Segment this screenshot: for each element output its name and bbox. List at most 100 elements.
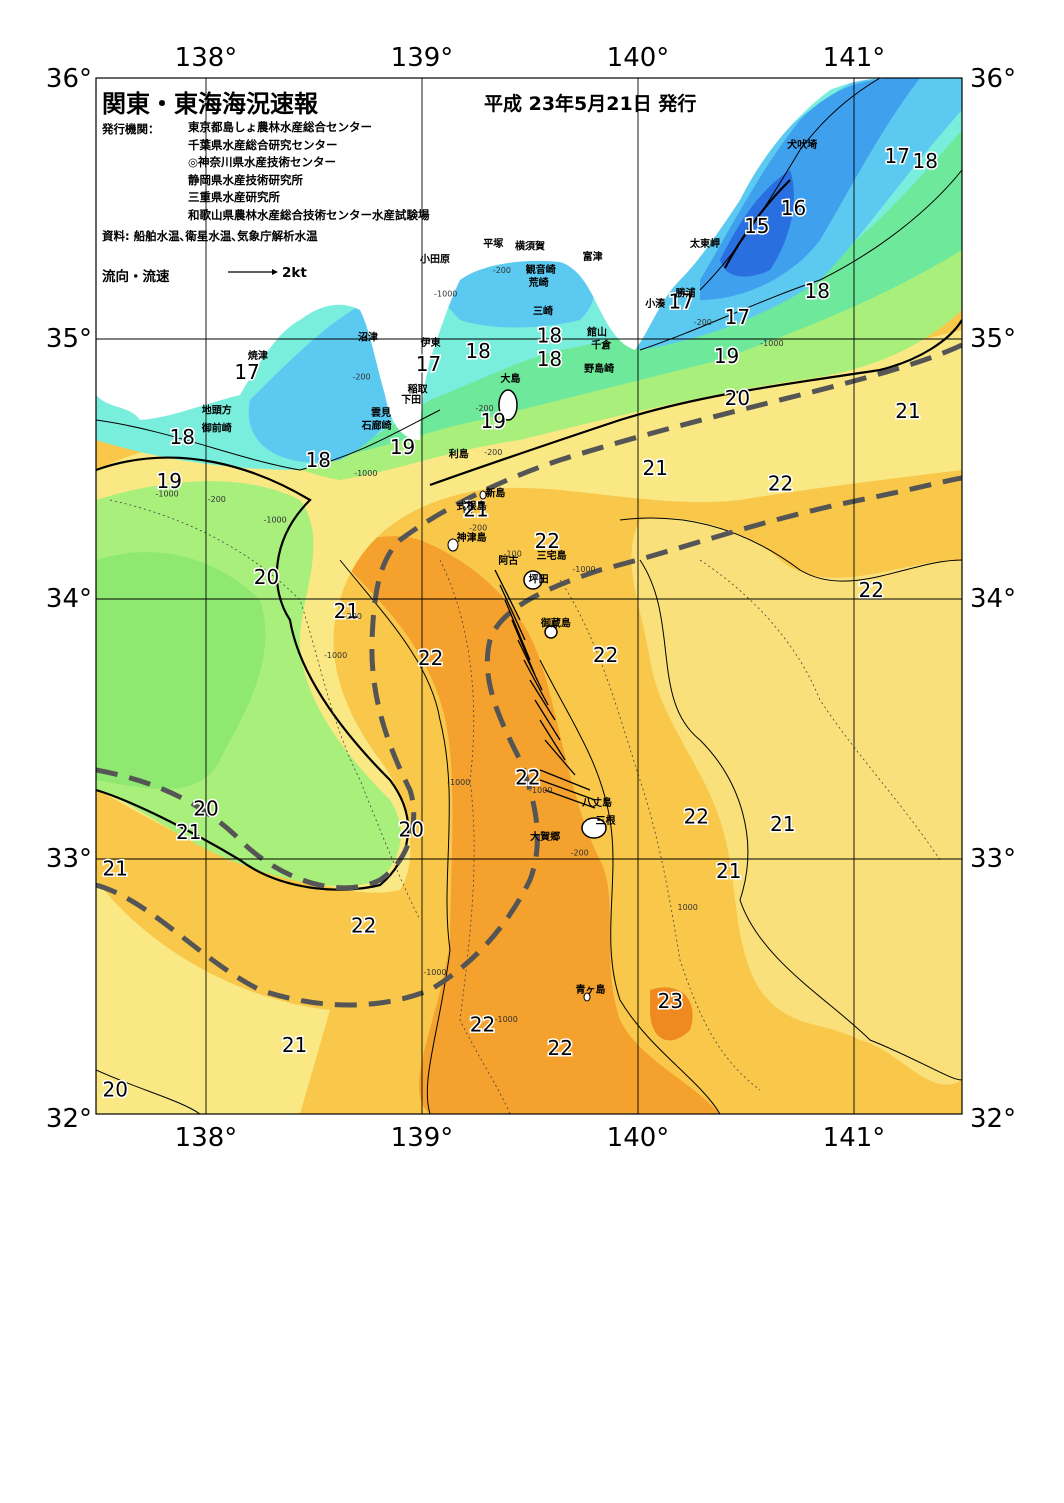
isotherm-label: 17 [416, 352, 441, 376]
place-label: 三根 [596, 814, 616, 827]
isotherm-label: 21 [643, 456, 668, 480]
isotherm-label: 18 [537, 323, 562, 347]
depth-label: -1000 [760, 339, 783, 348]
depth-label: -200 [571, 848, 589, 857]
isotherm-label: 22 [418, 646, 443, 670]
flow-legend-arrowhead [272, 269, 278, 275]
island-aogashima [583, 992, 591, 1002]
isotherm-label: 20 [398, 817, 423, 841]
longitude-labels-top: 138° 139° 140° 141° [175, 43, 886, 73]
isotherm-label: 18 [170, 425, 195, 449]
isotherm-label: 21 [176, 820, 201, 844]
isotherm-20-west [96, 456, 410, 891]
latitude-label: 33° [46, 844, 92, 874]
place-label: 雲見 [371, 407, 391, 419]
map-frame [95, 77, 963, 1115]
isotherm-label: 18 [537, 347, 562, 371]
flow-legend-label: 流向・流速 [102, 269, 170, 285]
depth-label: -200 [208, 495, 226, 504]
longitude-label: 138° [175, 1123, 238, 1153]
isotherm-label: 21 [770, 812, 795, 836]
island-toshima [479, 490, 487, 500]
isotherm-label: 19 [481, 409, 506, 433]
latitude-label: 36° [970, 64, 1016, 94]
isotherm-label: 18 [306, 448, 331, 472]
place-label: 荒崎 [528, 276, 549, 289]
isotherm-label: 20 [254, 565, 279, 589]
depth-contour-1000-west [109, 499, 421, 921]
place-label: 小湊 [644, 297, 666, 310]
isotherm-label: 22 [351, 914, 376, 938]
latitude-labels-left: 36° 35° 34° 33° 32° [46, 64, 92, 1134]
place-label: 犬吠埼 [787, 138, 817, 151]
graticule [96, 78, 962, 1114]
place-label: 石廊崎 [361, 419, 392, 432]
latitude-label: 32° [46, 1104, 92, 1134]
place-label: 稲取 [408, 383, 429, 396]
isotherm-label: 21 [334, 599, 359, 623]
place-label: 式根島 [457, 500, 487, 513]
isotherm-21-east [639, 559, 962, 1081]
isotherm-label: 22 [535, 529, 560, 553]
depth-label: -1000 [423, 968, 446, 977]
kuroshio-front-south [96, 475, 962, 1008]
latitude-labels-right: 36° 35° 34° 33° 32° [970, 64, 1016, 1134]
isotherm-20-south [96, 1069, 201, 1114]
place-label: 野島崎 [584, 362, 614, 375]
depth-label: -1000 [155, 490, 178, 499]
map-title: 関東・東海海況速報 [102, 90, 318, 118]
isotherm-label: 19 [390, 435, 415, 459]
place-label: 千倉 [591, 338, 612, 351]
publisher-label: 発行機関： [102, 122, 160, 136]
place-label: 館山 [586, 325, 607, 338]
island-miyakejima [523, 570, 543, 590]
isotherm-label: 22 [684, 804, 709, 828]
latitude-label: 35° [46, 324, 92, 354]
place-label: 三崎 [533, 305, 553, 318]
publisher-item: ◎神奈川県水産技術センター [188, 155, 337, 169]
zone-23-core [340, 536, 720, 1114]
place-label: 御前崎 [201, 422, 232, 435]
isotherm-label: 22 [548, 1036, 573, 1060]
place-label: 八丈島 [581, 796, 612, 809]
longitude-label: 139° [391, 1123, 454, 1153]
longitude-label: 138° [175, 43, 238, 73]
isotherm-label: 21 [716, 859, 741, 883]
latitude-label: 34° [970, 584, 1016, 614]
isotherm-label: 22 [768, 472, 793, 496]
place-label: 横須賀 [515, 240, 545, 253]
isotherm-18-east [639, 169, 962, 351]
place-label: 利島 [449, 448, 469, 461]
place-label: 平塚 [483, 237, 503, 250]
depth-label: -1000 [263, 516, 286, 525]
latitude-label: 34° [46, 584, 92, 614]
depth-label: -200 [493, 266, 511, 275]
isotherm-22-west [339, 559, 451, 1114]
isotherm-15 [724, 179, 791, 269]
flow-arrows [494, 569, 596, 809]
depth-label: -200 [694, 318, 712, 327]
depth-label: -1000 [434, 289, 457, 298]
isotherm-label: 17 [725, 305, 750, 329]
place-label: 坪田 [529, 572, 549, 585]
place-label: 焼津 [248, 349, 268, 362]
latitude-label: 32° [970, 1104, 1016, 1134]
isotherm-20-north [429, 319, 962, 487]
issue-date: 平成 23年5月21日 発行 [484, 93, 697, 115]
temperature-field [96, 78, 962, 1114]
depth-label: -200 [476, 404, 494, 413]
depth-label: -1000 [529, 786, 552, 795]
island-mikurajima [544, 625, 558, 639]
zone-21-east [631, 518, 962, 1085]
longitude-label: 141° [823, 1123, 886, 1153]
depth-label: -1000 [495, 1015, 518, 1024]
land-honshu [96, 78, 900, 440]
depth-label: -100 [504, 549, 522, 558]
place-label: 地頭方 [202, 403, 232, 416]
depth-label: -1000 [354, 469, 377, 478]
depth-label: -1000 [447, 778, 470, 787]
latitude-label: 35° [970, 324, 1016, 354]
isotherm-label: 21 [463, 498, 488, 522]
